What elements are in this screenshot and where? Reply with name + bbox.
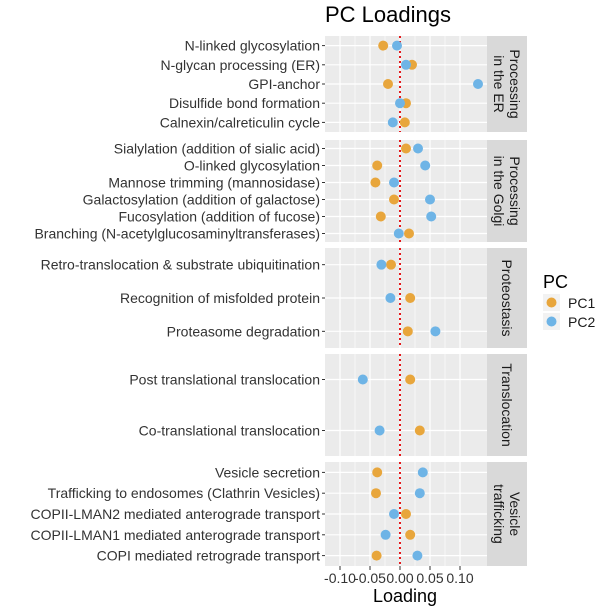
data-point-pc1 bbox=[372, 160, 383, 171]
category-label: GPI-anchor bbox=[248, 76, 320, 92]
facet-panel: Retro-translocation & substrate ubiquiti… bbox=[41, 248, 527, 348]
facet-panel: Sialylation (addition of sialic acid)O-l… bbox=[34, 140, 527, 242]
x-axis-label: Loading bbox=[373, 586, 437, 606]
category-label: Sialylation (addition of sialic acid) bbox=[114, 141, 320, 157]
legend-label: PC2 bbox=[568, 314, 595, 330]
data-point-pc2 bbox=[473, 79, 483, 89]
data-point-pc1 bbox=[405, 529, 416, 540]
facet-panel: Vesicle secretion Trafficking to endosome… bbox=[31, 462, 527, 566]
data-point-pc2 bbox=[387, 117, 398, 128]
facet-strip-label: in the Golgi bbox=[491, 156, 507, 227]
category-label: O-linked glycosylation bbox=[184, 158, 320, 174]
facet-panel: Post translational translocation Co-trans… bbox=[129, 354, 527, 456]
category-label: Recognition of misfolded protein bbox=[120, 290, 320, 306]
data-point-pc1 bbox=[401, 143, 411, 154]
facet-strip bbox=[487, 354, 527, 456]
facet-strip-label: Processing bbox=[507, 156, 523, 225]
data-point-pc2 bbox=[395, 98, 405, 109]
x-tick-label: 0.05 bbox=[416, 570, 443, 586]
category-label: COPII-LMAN2 mediated anterograde transpo… bbox=[31, 506, 321, 522]
legend-key-pc2 bbox=[546, 316, 557, 327]
category-label: Fucosylation (addition of fucose) bbox=[118, 209, 320, 225]
data-point-pc2 bbox=[412, 550, 423, 561]
data-point-pc2 bbox=[426, 211, 437, 222]
facet-panels: N-linked glycosylation N-glycan processin… bbox=[31, 36, 527, 566]
facet-strip bbox=[487, 248, 527, 348]
category-label: Branching (N-acetylglucosaminyltransfera… bbox=[34, 226, 320, 242]
facet-strip-label: Vesicle bbox=[507, 492, 523, 537]
data-point-pc1 bbox=[372, 467, 383, 478]
facet-strip-label: Translocation bbox=[499, 363, 515, 447]
data-point-pc1 bbox=[370, 177, 381, 188]
data-point-pc1 bbox=[375, 211, 386, 222]
data-point-pc2 bbox=[417, 467, 428, 478]
facet-strip-label: Processing bbox=[507, 49, 523, 118]
facet-panel: N-linked glycosylation N-glycan processin… bbox=[160, 36, 527, 132]
data-point-pc2 bbox=[357, 374, 368, 385]
data-point-pc2 bbox=[401, 59, 411, 70]
data-point-pc1 bbox=[378, 40, 389, 51]
data-point-pc1 bbox=[414, 425, 425, 436]
data-point-pc2 bbox=[393, 228, 404, 239]
data-point-pc1 bbox=[405, 293, 416, 303]
data-point-pc1 bbox=[399, 117, 410, 128]
data-point-pc2 bbox=[413, 143, 423, 154]
x-tick-label: -0.05 bbox=[354, 570, 386, 586]
facet-strip-label: Proteostasis bbox=[499, 259, 515, 336]
panel-background bbox=[325, 140, 487, 242]
category-label: COPI mediated retrograde transport bbox=[97, 548, 320, 564]
facet-strip bbox=[487, 140, 527, 242]
data-point-pc2 bbox=[430, 326, 441, 337]
data-point-pc1 bbox=[405, 374, 416, 385]
category-label: Calnexin/calreticulin cycle bbox=[160, 114, 321, 130]
category-label: Retro-translocation & substrate ubiquiti… bbox=[41, 257, 320, 273]
category-label: N-linked glycosylation bbox=[185, 38, 320, 54]
data-point-pc2 bbox=[389, 177, 399, 188]
data-point-pc1 bbox=[371, 550, 382, 561]
data-point-pc2 bbox=[414, 488, 425, 499]
data-point-pc2 bbox=[385, 293, 396, 303]
legend-label: PC1 bbox=[568, 295, 595, 311]
data-point-pc1 bbox=[371, 488, 381, 499]
data-point-pc2 bbox=[389, 509, 399, 519]
facet-strip-label: trafficking bbox=[491, 484, 507, 544]
facet-strip-label: in the ER bbox=[491, 55, 507, 113]
category-label: Mannose trimming (mannosidase) bbox=[108, 175, 320, 191]
x-tick-label: -0.10 bbox=[324, 570, 356, 586]
chart-title: PC Loadings bbox=[325, 2, 451, 27]
data-point-pc1 bbox=[401, 509, 411, 519]
data-point-pc1 bbox=[386, 259, 396, 270]
data-point-pc2 bbox=[380, 529, 391, 540]
facet-strip bbox=[487, 36, 527, 132]
data-point-pc1 bbox=[402, 326, 413, 337]
data-point-pc2 bbox=[376, 259, 387, 270]
category-label: COPII-LMAN1 mediated anterograde transpo… bbox=[31, 527, 321, 543]
data-point-pc2 bbox=[420, 160, 431, 171]
category-label: Post translational translocation bbox=[129, 372, 320, 388]
x-tick-label: 0.10 bbox=[446, 570, 473, 586]
data-point-pc2 bbox=[374, 425, 385, 436]
category-label: Trafficking to endosomes (Clathrin Vesic… bbox=[48, 485, 320, 501]
category-label: Proteasome degradation bbox=[167, 323, 320, 339]
panel-background bbox=[325, 354, 487, 456]
x-tick-label: 0.00 bbox=[386, 570, 413, 586]
category-label: Galactosylation (addition of galactose) bbox=[83, 192, 320, 208]
data-point-pc2 bbox=[425, 194, 435, 205]
x-axis: -0.10-0.05 0.00 0.05 0.10 bbox=[324, 566, 474, 586]
data-point-pc2 bbox=[392, 40, 402, 51]
data-point-pc1 bbox=[383, 79, 393, 89]
category-label: Vesicle secretion bbox=[215, 464, 320, 480]
facet-strip bbox=[487, 462, 527, 566]
data-point-pc1 bbox=[404, 228, 414, 239]
category-label: N-glycan processing (ER) bbox=[161, 57, 321, 73]
data-point-pc1 bbox=[389, 194, 399, 205]
category-label: Disulfide bond formation bbox=[169, 95, 320, 111]
legend-title: PC bbox=[543, 272, 568, 292]
category-label: Co-translational translocation bbox=[139, 423, 320, 439]
legend-key-pc1 bbox=[546, 297, 557, 308]
